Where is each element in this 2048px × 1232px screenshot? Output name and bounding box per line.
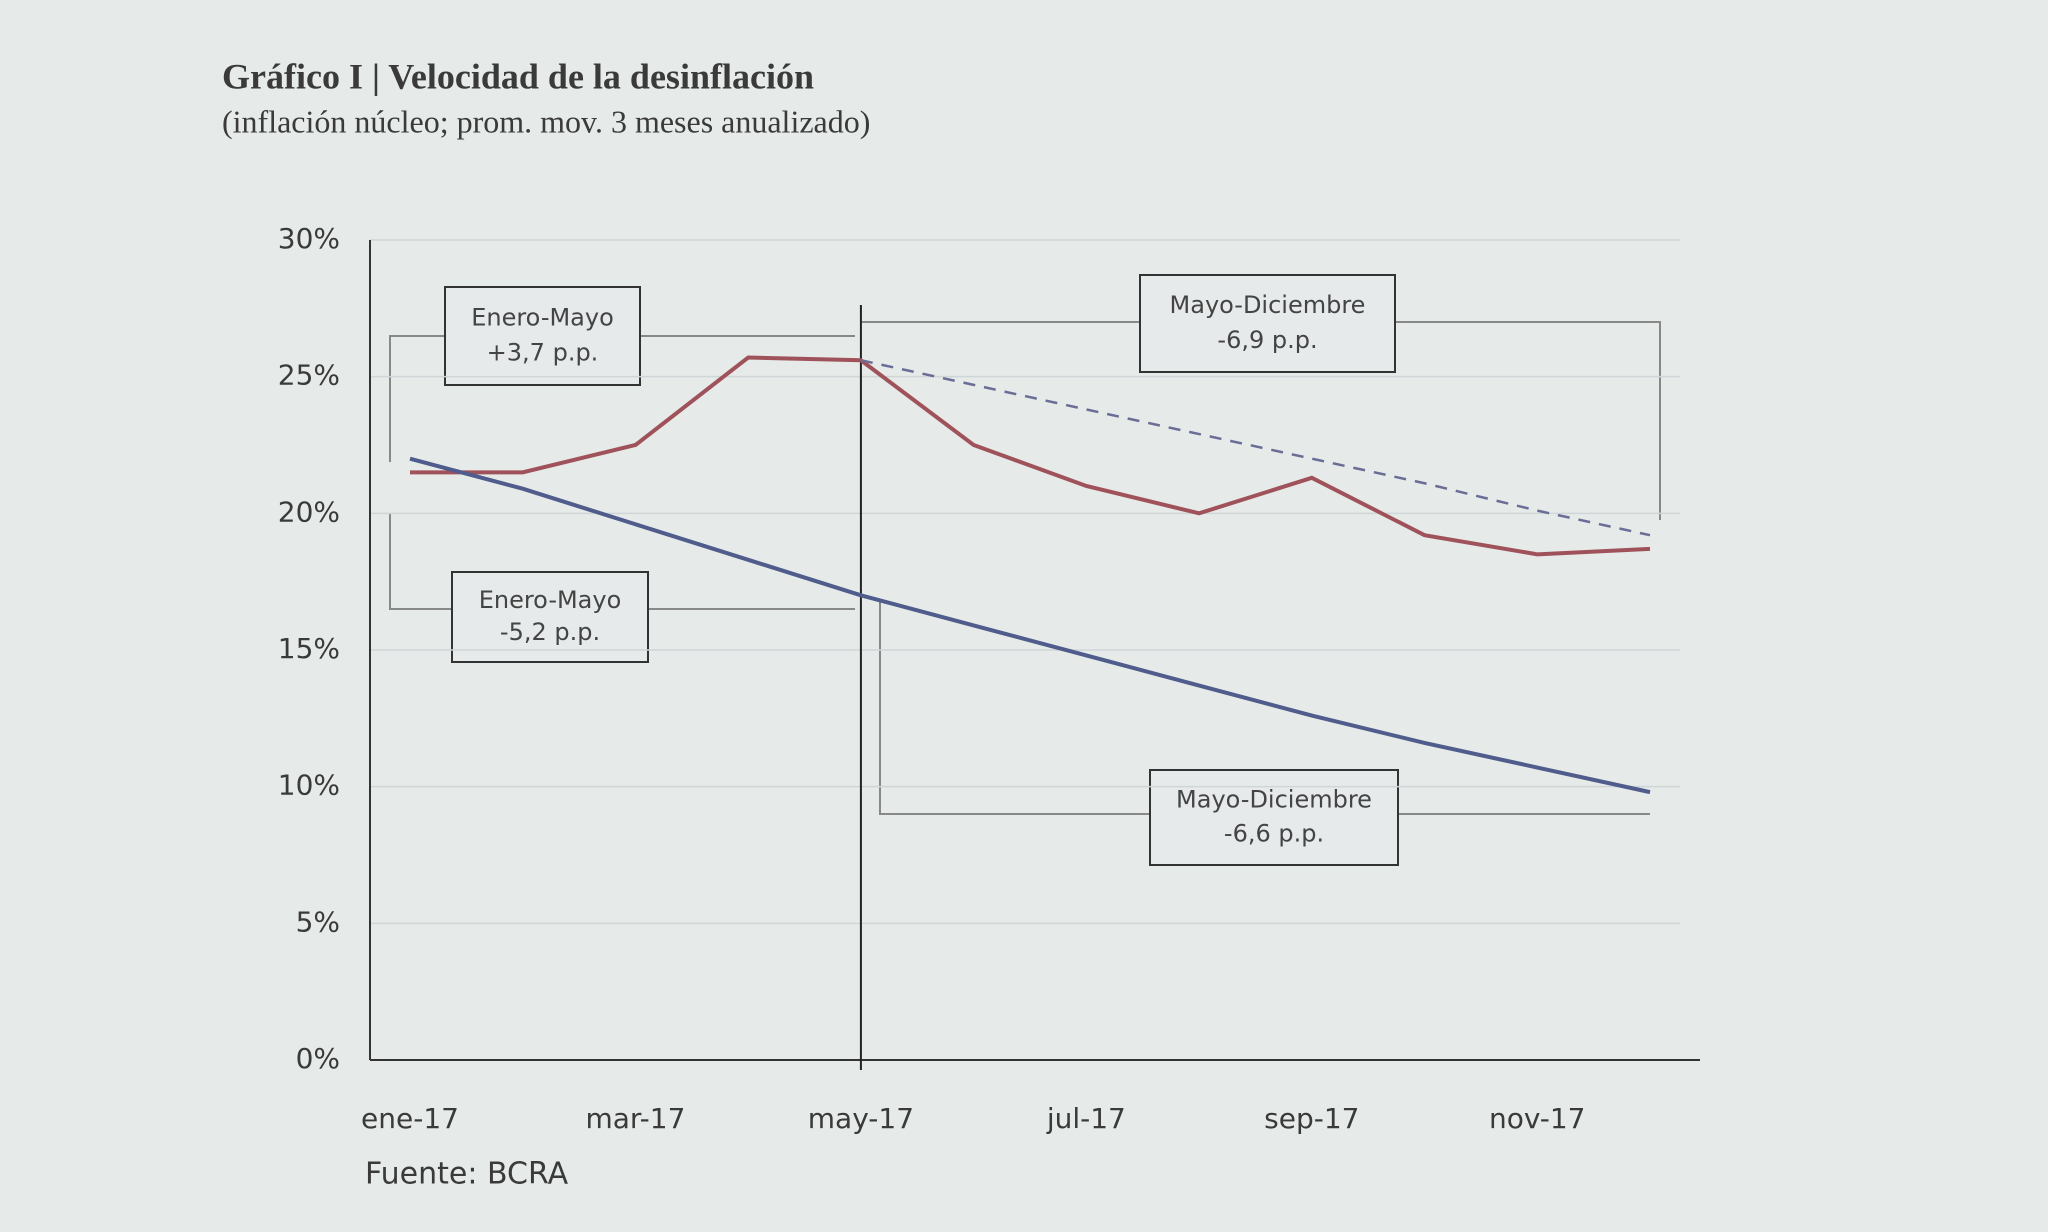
y-tick-label: 15% xyxy=(278,632,340,665)
y-tick-label: 25% xyxy=(278,359,340,392)
x-tick-label: mar-17 xyxy=(586,1102,686,1135)
series-line xyxy=(410,355,1651,557)
annotation-text: -6,6 p.p. xyxy=(1224,820,1324,848)
annotation-box xyxy=(1139,274,1396,373)
annotation-text: -5,2 p.p. xyxy=(500,618,600,646)
y-tick-label: 20% xyxy=(278,495,340,528)
annotation-box xyxy=(1149,769,1399,866)
annotation-text: Enero-Mayo xyxy=(479,586,622,614)
x-tick-label: jul-17 xyxy=(1046,1102,1126,1135)
y-tick-label: 10% xyxy=(278,769,340,802)
x-tick-label: may-17 xyxy=(808,1102,914,1135)
bracket xyxy=(389,513,855,610)
x-tick-label: nov-17 xyxy=(1489,1102,1585,1135)
annotation-text: Mayo-Diciembre xyxy=(1176,785,1372,813)
y-tick-label: 30% xyxy=(278,222,340,255)
source: Fuente: BCRA xyxy=(365,1157,569,1192)
chart-title: Gráfico I | Velocidad de la desinflación xyxy=(222,56,814,96)
annotation-text: Enero-Mayo xyxy=(471,303,614,331)
series-line xyxy=(860,359,1651,537)
annotation-text: +3,7 p.p. xyxy=(487,339,599,367)
x-tick-label: sep-17 xyxy=(1264,1102,1359,1135)
annotation-text: -6,9 p.p. xyxy=(1217,326,1317,354)
y-tick-label: 5% xyxy=(296,905,340,938)
y-tick-label: 0% xyxy=(296,1042,340,1075)
x-tick-label: ene-17 xyxy=(361,1102,459,1135)
bracket xyxy=(861,321,1661,520)
annotation-box xyxy=(444,286,641,386)
bracket xyxy=(389,335,855,462)
annotation-box xyxy=(451,571,649,663)
chart-subtitle: (inflación núcleo; prom. mov. 3 meses an… xyxy=(222,103,870,139)
series-line xyxy=(409,456,1651,795)
annotation-text: Mayo-Diciembre xyxy=(1170,291,1366,319)
brackets xyxy=(389,321,1661,815)
